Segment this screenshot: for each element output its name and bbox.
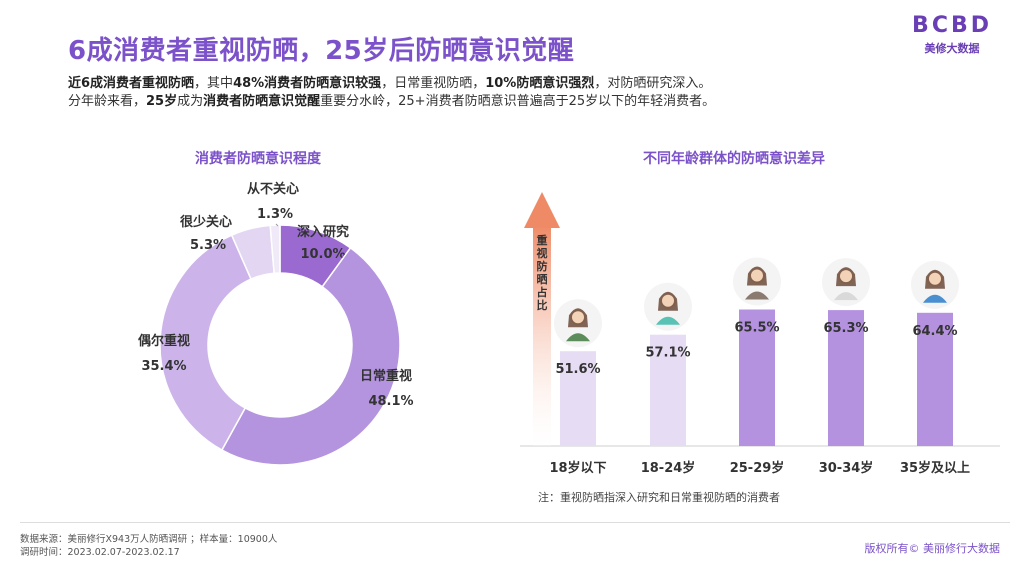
source-text: 数据来源：美丽修行X943万人防晒调研 ；样本量：10900人	[20, 534, 278, 545]
intro-line-2: 分年龄来看，25岁成为消费者防晒意识觉醒重要分水岭，25+消费者防晒意识普遍高于…	[68, 93, 715, 111]
bar-category-label: 18岁以下	[549, 460, 606, 476]
bar-chart-title: 不同年龄群体的防晒意识差异	[643, 151, 825, 167]
avatar-body	[923, 294, 947, 303]
intro-line2-segment: 分年龄来看，	[68, 94, 147, 109]
donut-value-label: 48.1%	[368, 394, 413, 409]
arrow-label-char: 比	[537, 298, 548, 312]
brand-logo: BCBD 美修大数据	[912, 14, 992, 56]
avatar-face-front	[662, 294, 674, 307]
intro-line2-segment: 25岁	[146, 94, 178, 109]
intro-text: 近6成消费者重视防晒，其中48%消费者防晒意识较强，日常重视防晒，10%防晒意识…	[68, 75, 715, 111]
logo-subtitle: 美修大数据	[924, 42, 980, 55]
donut-slice	[159, 234, 253, 452]
intro-line1-segment: ，其中	[194, 76, 234, 91]
bar	[828, 310, 864, 446]
person-avatar-icon	[822, 258, 870, 307]
bar-category-label: 35岁及以上	[900, 460, 970, 476]
intro-line2-segment: 重要分水岭，25+消费者防晒意识普遍高于25岁以下的年轻消费者。	[320, 94, 716, 109]
avatar-body	[745, 291, 769, 300]
intro-line1-segment: ，对防晒研究深入。	[594, 76, 712, 91]
intro-line2-segment: 消费者防晒意识觉醒	[203, 94, 321, 109]
period-text: 调研时间：2023.02.07-2023.02.17	[20, 547, 180, 558]
intro-line1-segment: 48%消费者防晒意识较强	[233, 76, 382, 91]
intro-line2-segment: 成为	[177, 94, 204, 109]
bar-category-label: 18-24岁	[641, 460, 696, 476]
donut-category-label: 从不关心	[247, 181, 299, 197]
bar-category-label: 25-29岁	[730, 460, 785, 476]
donut-category-label: 日常重视	[360, 368, 412, 384]
bar	[739, 309, 775, 446]
bar	[560, 351, 596, 446]
donut-value-label: 5.3%	[190, 238, 226, 253]
bar-value-label: 64.4%	[912, 324, 957, 339]
bar-value-label: 65.3%	[823, 321, 868, 336]
intro-line1-segment: 10%防晒意识强烈	[485, 76, 595, 91]
intro-line1-segment: ，日常重视防晒，	[381, 76, 486, 91]
avatar-body	[834, 292, 858, 301]
donut-category-label: 很少关心	[180, 214, 232, 230]
page-title: 6成消费者重视防晒，25岁后防晒意识觉醒	[68, 36, 575, 66]
bar	[917, 312, 953, 446]
intro-line1-segment: 近6成消费者重视防晒	[68, 76, 195, 91]
donut-slice	[220, 246, 401, 466]
donut-leader-line	[275, 223, 279, 227]
copyright-text: 版权所有© 美丽修行大数据	[864, 542, 1001, 555]
donut-value-label: 10.0%	[300, 247, 345, 262]
donut-chart-title: 消费者防晒意识程度	[195, 151, 321, 167]
footer-source: 数据来源：美丽修行X943万人防晒调研 ；样本量：10900人 调研时间：202…	[20, 533, 277, 559]
person-avatar-icon	[733, 257, 781, 306]
bar-value-label: 51.6%	[555, 362, 600, 377]
trend-arrow-shaft	[533, 225, 551, 446]
person-avatar-icon	[644, 282, 692, 331]
person-avatar-icon	[911, 260, 959, 309]
bar-value-label: 65.5%	[734, 321, 779, 336]
donut-chart: 深入研究 10.0% 日常重视 48.1% 偶尔重视 35.4% 很少关心 5.3% 从不关心 1…	[138, 181, 414, 466]
donut-slice	[269, 224, 281, 275]
avatar-face-front	[929, 272, 941, 285]
avatar-face-front	[572, 311, 584, 324]
avatar-face-front	[840, 270, 852, 283]
chart-note: 注：重视防晒指深入研究和日常重视防晒的消费者	[538, 491, 780, 504]
intro-line-1: 近6成消费者重视防晒，其中48%消费者防晒意识较强，日常重视防晒，10%防晒意识…	[68, 75, 715, 93]
arrow-label-char: 晒	[537, 273, 548, 286]
trend-arrow-head	[524, 192, 560, 228]
avatar-body	[656, 316, 680, 325]
arrow-label-char: 防	[537, 259, 548, 273]
footer-divider	[20, 522, 1010, 523]
arrow-label-char: 视	[537, 246, 548, 260]
person-avatar-icon	[554, 299, 602, 348]
avatar-face-front	[751, 269, 763, 282]
arrow-label-char: 重	[537, 233, 548, 247]
donut-value-label: 35.4%	[141, 359, 186, 374]
donut-category-label: 深入研究	[297, 224, 349, 240]
bar-value-label: 57.1%	[645, 346, 690, 361]
donut-category-label: 偶尔重视	[138, 333, 190, 349]
donut-value-label: 1.3%	[257, 207, 293, 222]
bar	[650, 334, 686, 446]
arrow-label-char: 占	[537, 285, 548, 299]
logo-mark: BCBD	[912, 13, 992, 38]
avatar-body	[566, 333, 590, 342]
bar-category-label: 30-34岁	[819, 460, 874, 476]
